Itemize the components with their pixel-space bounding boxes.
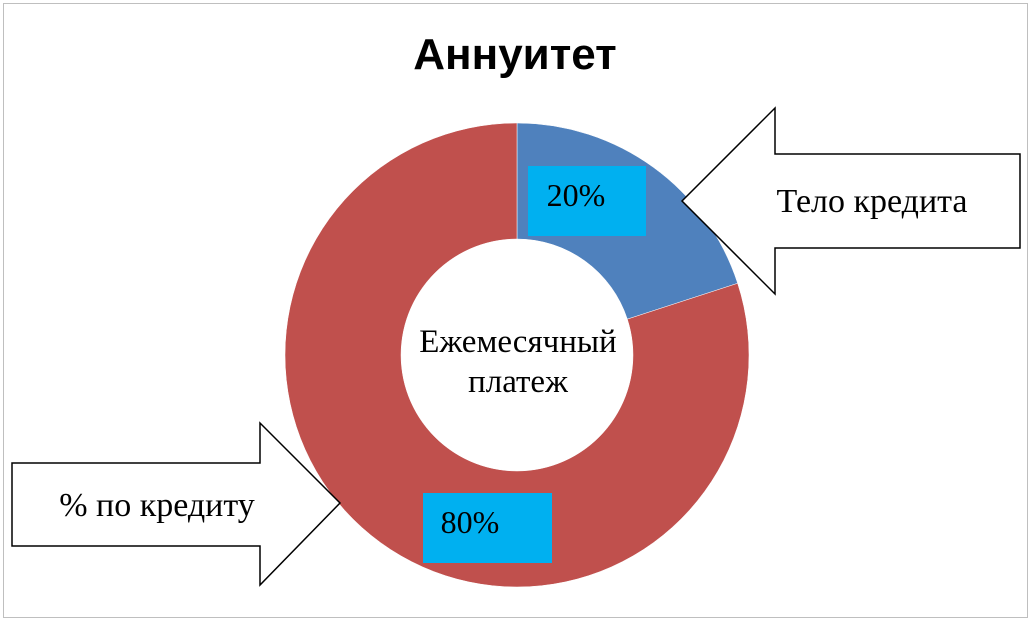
center-label-line-1: Ежемесячный xyxy=(419,324,616,360)
callout-label-interest: % по кредиту xyxy=(59,487,255,524)
data-label-80: 80% xyxy=(441,504,500,540)
chart-title: Аннуитет xyxy=(413,30,617,79)
callout-arrow-right xyxy=(11,421,342,587)
center-label-line-2: платеж xyxy=(468,364,568,400)
data-label-20: 20% xyxy=(547,177,606,213)
data-label-box-20 xyxy=(528,166,646,236)
doughnut-slice-2 xyxy=(284,122,750,588)
callout-arrow-left xyxy=(680,106,1021,296)
callout-label-body: Тело кредита xyxy=(776,183,967,220)
data-label-box-80 xyxy=(423,493,552,563)
